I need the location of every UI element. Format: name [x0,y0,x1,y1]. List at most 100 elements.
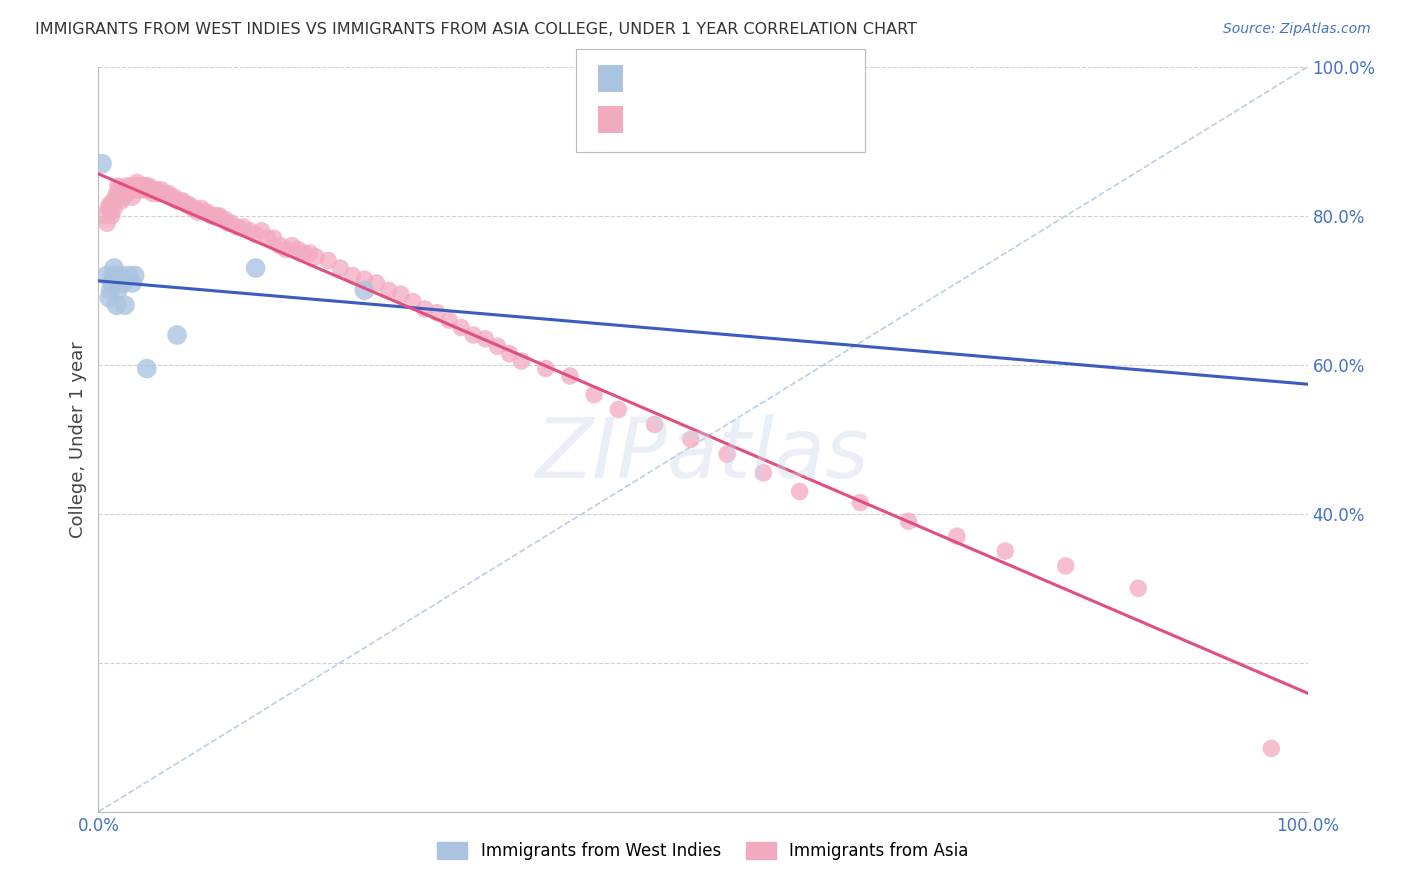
Point [117,186,139,201]
Point [124,183,146,197]
Point [121,190,143,204]
Text: R = -0.283  N = 113: R = -0.283 N = 113 [631,106,821,125]
Point [239,224,262,238]
Point [105,190,128,204]
Point [160,190,183,204]
Point [342,268,364,283]
Point [353,284,375,298]
Point [316,253,339,268]
Point [789,484,811,499]
Point [128,179,150,194]
Point [181,202,204,216]
Text: IMMIGRANTS FROM WEST INDIES VS IMMIGRANTS FROM ASIA COLLEGE, UNDER 1 YEAR CORREL: IMMIGRANTS FROM WEST INDIES VS IMMIGRANT… [35,22,917,37]
Point [145,183,167,197]
Point [138,179,160,194]
Point [97,202,120,216]
Point [226,220,249,235]
Point [135,179,157,194]
Point [1128,582,1150,596]
Point [426,306,449,320]
Point [607,402,630,417]
Point [498,346,520,360]
Point [100,205,122,219]
Point [108,183,131,197]
Point [172,194,194,208]
Legend: Immigrants from West Indies, Immigrants from Asia: Immigrants from West Indies, Immigrants … [430,835,976,867]
Point [93,209,115,223]
Point [118,183,141,197]
Point [96,216,118,230]
Point [114,298,136,312]
Point [474,332,496,346]
Point [402,294,425,309]
Point [91,157,114,171]
Point [98,291,121,305]
Point [281,238,304,252]
Point [118,179,141,194]
Point [994,544,1017,558]
Point [450,320,472,334]
Point [202,209,225,223]
Text: R =  0.346   N =  19: R = 0.346 N = 19 [631,67,821,86]
Point [107,284,129,298]
Point [157,186,180,201]
Point [463,328,485,343]
Point [100,209,122,223]
Point [129,183,152,197]
Point [103,202,125,216]
Point [176,197,198,211]
Point [208,209,231,223]
Point [377,284,399,298]
Point [205,209,228,223]
Point [200,209,222,223]
Point [263,231,285,245]
Point [118,268,141,283]
Point [136,183,159,197]
Point [111,276,134,290]
Point [486,339,509,353]
Point [101,197,124,211]
Point [305,250,328,264]
Point [413,301,436,316]
Point [353,272,375,286]
Point [214,212,236,227]
Point [269,238,291,252]
Point [105,186,128,201]
Point [169,194,191,208]
Point [256,231,278,245]
Point [274,243,297,257]
Point [437,313,460,327]
Point [187,205,209,219]
Point [100,284,122,298]
Point [108,190,131,204]
Point [245,260,267,275]
Point [131,179,153,194]
Point [111,186,134,201]
Point [679,433,702,447]
Point [299,246,322,260]
Point [849,495,872,509]
Point [716,447,738,461]
Point [946,529,969,543]
Point [1054,558,1077,573]
Point [184,202,207,216]
Point [108,268,131,283]
Point [100,276,122,290]
Point [163,190,186,204]
Point [897,514,920,528]
Point [166,328,188,343]
Point [190,202,212,216]
Point [122,179,145,194]
Point [125,179,148,194]
Point [101,194,124,208]
Point [232,220,254,235]
Point [107,179,129,194]
Point [534,361,557,376]
Point [127,183,149,197]
Point [135,361,157,376]
Point [194,205,217,219]
Point [139,183,162,197]
Point [179,197,201,211]
Point [218,216,240,230]
Point [153,186,176,201]
